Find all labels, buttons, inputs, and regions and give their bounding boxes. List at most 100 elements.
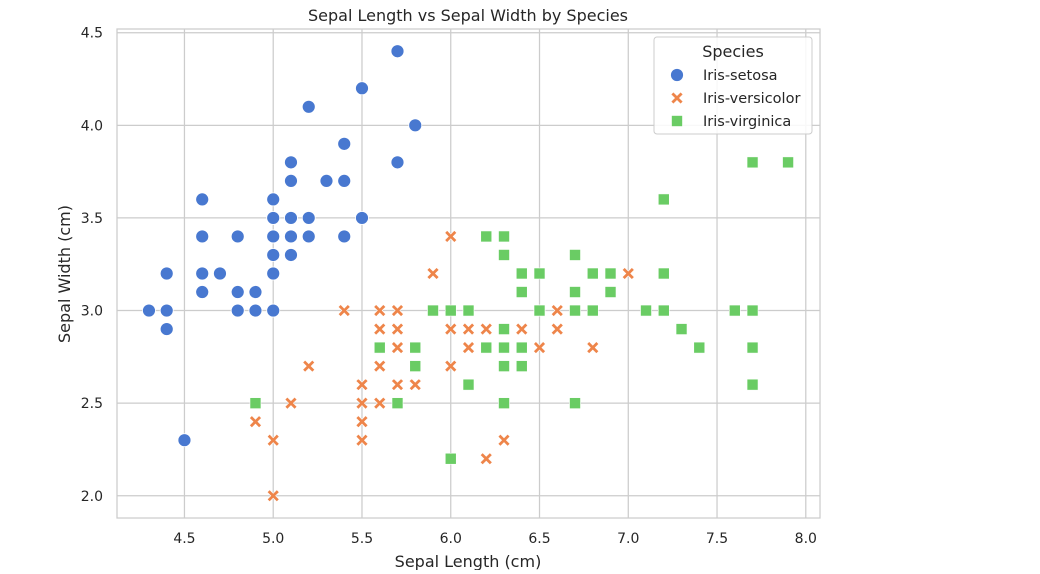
- data-point: [462, 341, 475, 355]
- data-point: [373, 304, 387, 317]
- data-point: [444, 304, 457, 317]
- data-point: [746, 378, 759, 391]
- data-point: [266, 266, 281, 281]
- data-point: [550, 322, 564, 336]
- data-point: [230, 285, 245, 299]
- data-point: [355, 378, 369, 392]
- data-points: [142, 44, 794, 503]
- data-point: [444, 359, 458, 373]
- data-point: [515, 286, 528, 298]
- data-point: [444, 452, 457, 465]
- data-point: [337, 136, 352, 151]
- legend-box: [653, 36, 813, 135]
- data-point: [444, 322, 458, 336]
- data-point: [693, 341, 706, 354]
- data-point: [408, 118, 423, 133]
- y-axis-label: Sepal Width (cm): [55, 205, 74, 343]
- data-point: [391, 341, 404, 355]
- legend-marker-setosa: [670, 68, 684, 82]
- data-point: [746, 304, 759, 317]
- x-tick-label: 5.0: [262, 531, 284, 547]
- data-point: [498, 323, 510, 335]
- data-point: [284, 248, 298, 262]
- data-point: [195, 229, 210, 244]
- data-point: [391, 378, 404, 392]
- data-point: [657, 304, 670, 317]
- data-point: [284, 229, 298, 244]
- plot-frame: [116, 28, 821, 519]
- data-point: [230, 229, 245, 244]
- data-point: [480, 230, 493, 243]
- data-point: [462, 304, 475, 317]
- y-tick-labels: 2.0 2.5 3.0 3.5 4.0 4.5: [81, 26, 103, 505]
- data-point: [284, 396, 298, 410]
- data-point: [515, 267, 528, 280]
- data-point: [266, 433, 280, 447]
- data-point: [586, 304, 599, 317]
- x-tick-labels: 4.5 5.0 5.5 6.0 6.5 7.0 7.5 8.0: [173, 531, 817, 547]
- data-point: [426, 267, 440, 280]
- legend-label-setosa: Iris-setosa: [703, 68, 778, 84]
- data-point: [569, 397, 581, 409]
- data-point: [337, 304, 351, 317]
- data-point: [533, 304, 546, 317]
- data-point: [569, 286, 581, 298]
- data-point: [515, 322, 529, 336]
- data-point: [390, 155, 405, 170]
- data-point: [355, 396, 369, 410]
- data-point: [479, 452, 493, 466]
- data-point: [337, 229, 352, 244]
- data-point: [657, 193, 670, 206]
- data-point: [728, 304, 741, 317]
- data-point: [498, 397, 510, 409]
- data-point: [195, 266, 210, 281]
- data-point: [746, 156, 759, 169]
- data-point: [249, 397, 262, 409]
- data-point: [746, 341, 759, 354]
- data-point: [569, 249, 581, 261]
- data-point: [266, 192, 281, 207]
- legend-label-versicolor: Iris-versicolor: [703, 91, 800, 107]
- data-point: [230, 303, 245, 318]
- data-point: [621, 267, 635, 280]
- data-point: [479, 322, 493, 336]
- data-point: [284, 211, 298, 225]
- data-point: [480, 341, 493, 354]
- x-tick-label: 8.0: [795, 531, 817, 547]
- data-point: [498, 341, 510, 354]
- data-point: [195, 285, 210, 299]
- data-point: [604, 267, 617, 280]
- chart-title: Sepal Length vs Sepal Width by Species: [308, 6, 628, 25]
- legend-marker-versicolor: [670, 91, 684, 105]
- x-tick-label: 6.0: [440, 531, 462, 547]
- data-point: [177, 433, 192, 448]
- data-point: [391, 304, 404, 317]
- data-point: [444, 230, 458, 243]
- data-point: [462, 322, 475, 336]
- x-tick-label: 7.0: [617, 531, 639, 547]
- data-point: [355, 415, 369, 429]
- legend-marker-virginica: [671, 115, 683, 127]
- y-tick-label: 4.0: [81, 118, 103, 134]
- data-point: [266, 489, 280, 503]
- series-circle: [142, 44, 423, 448]
- data-point: [373, 341, 386, 354]
- data-point: [408, 378, 422, 392]
- data-point: [301, 99, 316, 114]
- data-point: [302, 359, 316, 373]
- data-point: [515, 360, 528, 372]
- data-point: [266, 248, 281, 262]
- data-point: [533, 341, 546, 355]
- data-point: [248, 285, 263, 299]
- x-tick-label: 6.5: [528, 531, 550, 547]
- data-point: [373, 359, 387, 373]
- data-point: [266, 303, 281, 318]
- data-point: [284, 173, 298, 188]
- data-point: [569, 304, 581, 317]
- x-axis-label: Sepal Length (cm): [395, 552, 542, 570]
- data-point: [266, 229, 281, 244]
- x-tick-label: 5.5: [351, 531, 373, 547]
- data-point: [498, 360, 510, 372]
- data-point: [373, 322, 387, 336]
